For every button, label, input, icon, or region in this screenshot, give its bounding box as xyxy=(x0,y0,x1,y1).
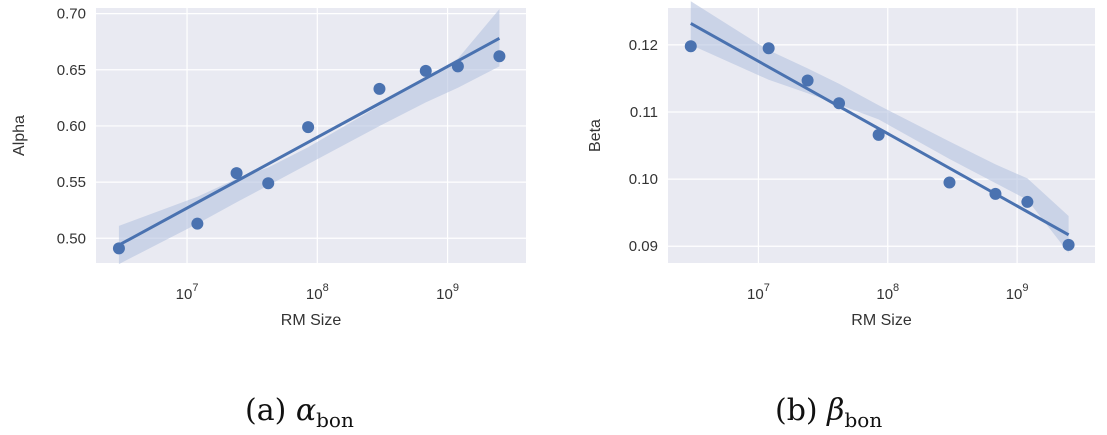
beta-caption: (b) βbon xyxy=(775,393,882,432)
alpha-data-point xyxy=(112,242,125,255)
alpha-caption: (a) αbon xyxy=(245,393,354,432)
alpha-data-point xyxy=(373,82,386,95)
alpha-data-point xyxy=(451,60,464,73)
alpha-ytick-label: 0.65 xyxy=(57,62,86,79)
alpha-ytick-label: 0.70 xyxy=(57,6,86,23)
alpha-xtick-label: 109 xyxy=(436,282,459,303)
beta-xtick-label: 107 xyxy=(747,282,770,303)
alpha-xtick-label: 107 xyxy=(176,282,199,303)
beta-ytick-label: 0.09 xyxy=(629,238,658,255)
beta-data-point xyxy=(684,40,697,53)
beta-data-point xyxy=(943,176,956,189)
alpha-data-point xyxy=(302,121,315,134)
beta-data-point xyxy=(833,97,846,110)
alpha-data-point xyxy=(262,177,275,190)
beta-yaxis-label: Beta xyxy=(587,119,604,152)
beta-data-point xyxy=(1021,195,1034,208)
beta-xtick-label: 108 xyxy=(876,282,899,303)
alpha-ytick-label: 0.50 xyxy=(57,230,86,247)
alpha-xtick-label: 108 xyxy=(306,282,329,303)
alpha-data-point xyxy=(191,217,204,230)
alpha-data-point xyxy=(230,167,243,180)
beta-ytick-label: 0.10 xyxy=(629,171,658,188)
beta-data-point xyxy=(872,128,885,141)
beta-data-point xyxy=(801,74,814,87)
beta-data-point xyxy=(1062,238,1075,251)
alpha-data-point xyxy=(419,64,432,77)
beta-xaxis-label: RM Size xyxy=(851,312,912,329)
beta-confidence-band xyxy=(690,1,1069,253)
beta-xtick-label: 109 xyxy=(1006,282,1029,303)
alpha-yaxis-label: Alpha xyxy=(11,115,28,156)
alpha-ytick-label: 0.55 xyxy=(57,174,86,191)
beta-data-point xyxy=(989,187,1002,200)
alpha-regression-line xyxy=(118,37,501,247)
alpha-confidence-band xyxy=(118,9,500,265)
beta-chart: 0.09 0.10 0.11 0.12 107 108 109 RM Size Beta (b) … xyxy=(587,1,1095,432)
alpha-ytick-label: 0.60 xyxy=(57,118,86,135)
alpha-data-point xyxy=(493,50,506,63)
beta-data-point xyxy=(762,42,775,55)
beta-ytick-label: 0.11 xyxy=(630,104,658,121)
alpha-xaxis-label: RM Size xyxy=(281,312,342,329)
alpha-chart: 0.50 0.55 0.60 0.65 0.70 107 108 109 RM Size Alph… xyxy=(11,6,526,432)
beta-ytick-label: 0.12 xyxy=(629,37,658,54)
